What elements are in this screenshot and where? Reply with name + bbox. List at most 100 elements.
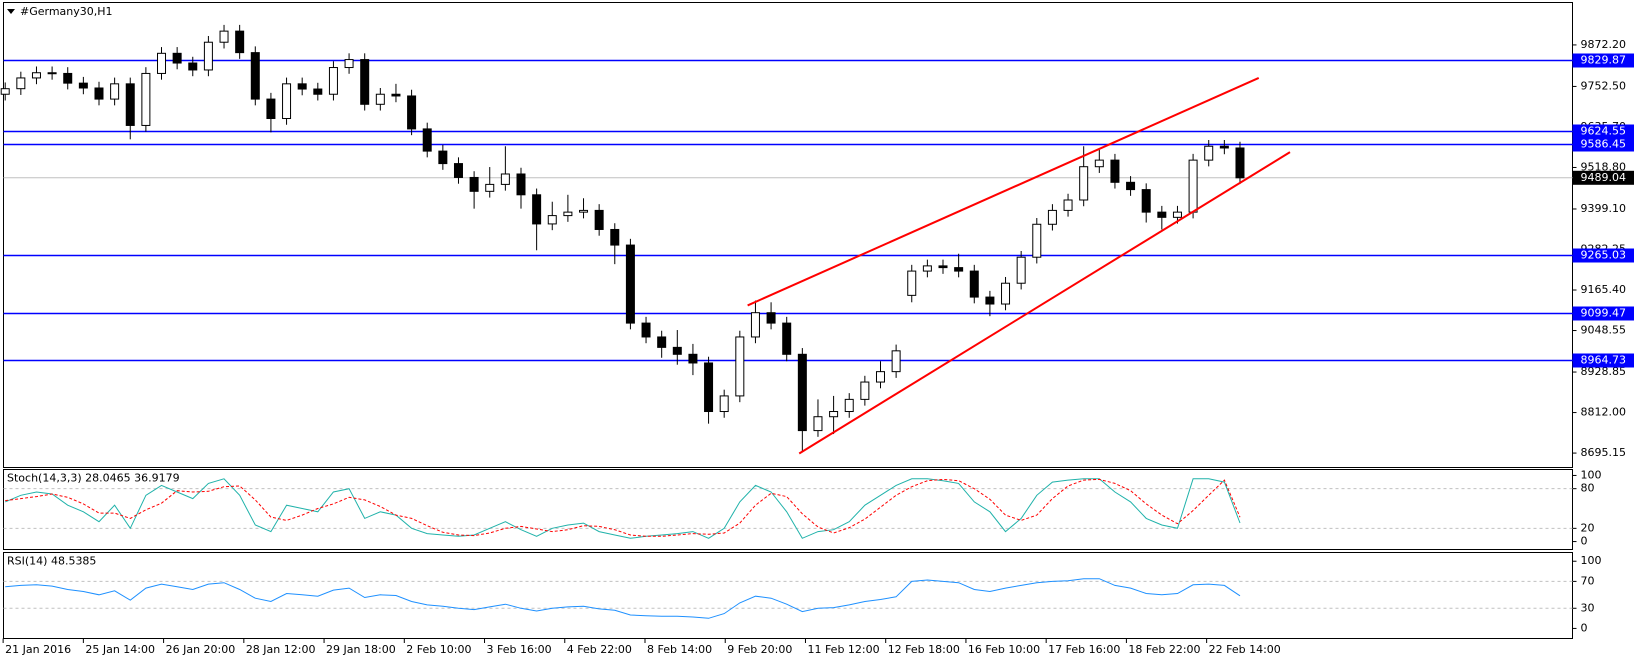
candle-body [1032,223,1042,258]
candle-body [438,150,448,165]
candle-body [688,353,698,364]
x-tick-label: 18 Feb 22:00 [1128,643,1200,656]
y-tick-label: 9399.10 [1581,202,1627,215]
x-tick-label: 9 Feb 20:00 [727,643,792,656]
candle-body [453,163,463,178]
stoch-panel-border [3,469,1573,550]
candle-body [78,82,88,89]
candle-body [938,265,948,269]
x-tick-label: 16 Feb 10:00 [968,643,1040,656]
candle-body [1016,256,1026,284]
indicator-label: RSI(14) 48.5385 [7,555,96,568]
candle-body [1219,145,1229,149]
candle-body [235,30,245,54]
candle-body [219,30,229,43]
candle-body [594,209,604,230]
candle-body [422,128,432,152]
candle-body [407,95,417,130]
y-tick-label: 9752.50 [1581,79,1627,92]
candle-body [829,411,839,418]
y-tick-label: 8928.85 [1581,365,1627,378]
current-price-box [1572,170,1634,185]
candle-body [1001,282,1011,305]
candle-body [610,228,620,246]
candle-body [500,173,510,185]
x-tick-label: 21 Jan 2016 [5,643,71,656]
candle-body [188,62,198,71]
y-tick-label: 0 [1581,621,1588,634]
candle-body [1157,211,1167,218]
level-label: 9624.55 [1581,125,1627,138]
level-label: 8964.73 [1581,354,1627,367]
candle-body [797,353,807,432]
x-tick-label: 22 Feb 14:00 [1209,643,1281,656]
candle-body [985,296,995,305]
candle-body [860,381,870,400]
y-tick-label: 8695.15 [1581,446,1627,459]
y-tick-label: 30 [1581,601,1595,614]
candle-body [579,209,589,213]
x-tick-label: 26 Jan 20:00 [166,643,236,656]
candle-body [844,398,854,413]
candle-body [657,336,667,348]
level-box [1572,306,1634,321]
rsi-panel-border [3,552,1573,639]
candle-body [907,270,917,296]
candle-body [1141,189,1151,213]
candle-body [766,312,776,324]
candle-body [375,93,385,105]
candle-body [16,77,26,90]
chart-title: #Germany30,H1 [20,5,113,18]
candle-body [563,211,573,217]
x-tick-label: 3 Feb 16:00 [487,643,552,656]
level-label: 9099.47 [1581,307,1627,320]
main-panel-border [3,2,1573,468]
y-tick-label: 70 [1581,574,1595,587]
indicator-label: Stoch(14,3,3) 28.0465 36.9179 [7,472,180,485]
candle-body [203,41,213,71]
candle-body [954,267,964,272]
trendline [798,151,1291,455]
candle-body [360,59,370,105]
candle-body [485,183,495,192]
y-tick-label: 80 [1581,482,1595,495]
candle-body [297,83,307,90]
y-tick-label: 9872.20 [1581,38,1627,51]
y-tick-label: 9048.55 [1581,324,1627,337]
level-box [1572,353,1634,368]
x-tick-label: 17 Feb 16:00 [1048,643,1120,656]
candle-body [704,362,714,413]
level-label: 9586.45 [1581,138,1627,151]
candle-body [344,59,354,69]
candle-body [328,67,338,95]
candle-body [1188,159,1198,213]
symbol-menu-arrow[interactable] [7,9,15,14]
candle-body [547,215,557,225]
candle-body [172,52,182,64]
candle-body [891,350,901,373]
candle-body [532,194,542,225]
candle-body [1110,159,1120,183]
candle-body [313,88,323,95]
candle-body [47,72,57,75]
x-tick-label: 28 Jan 12:00 [246,643,316,656]
y-tick-label: 8812.00 [1581,406,1627,419]
x-tick-label: 25 Jan 14:00 [85,643,155,656]
y-tick-label: 100 [1581,468,1602,481]
x-tick-label: 8 Feb 14:00 [647,643,712,656]
candle-body [266,98,276,120]
candle-body [31,72,41,79]
candle-body [813,416,823,432]
candle-body [63,72,73,84]
candle-body [922,265,932,272]
candle-body [750,312,760,338]
level-box [1572,137,1634,152]
y-tick-label: 9165.40 [1581,283,1627,296]
candle-body [141,72,151,126]
candle-body [672,346,682,355]
current-price-label: 9489.04 [1581,171,1627,184]
candle-body [1079,166,1089,201]
